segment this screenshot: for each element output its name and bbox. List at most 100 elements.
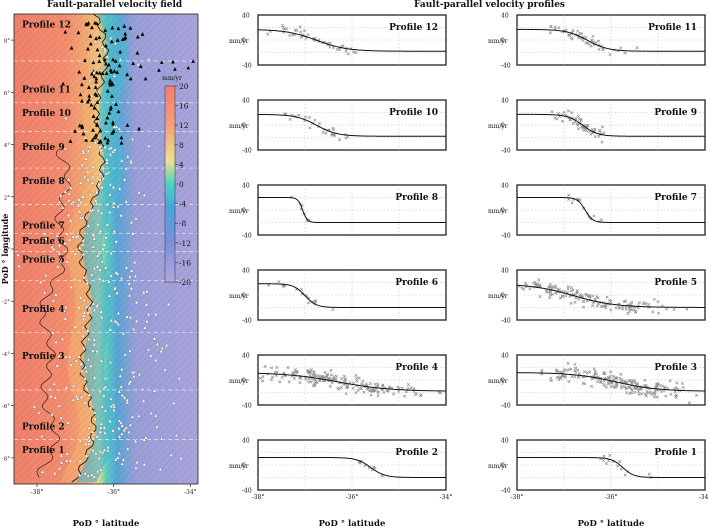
profile-data-point (288, 33, 292, 37)
profile-data-point (577, 117, 581, 122)
gps-station-marker (117, 418, 122, 423)
profile-data-point (627, 306, 631, 310)
gps-station-marker (109, 318, 114, 323)
gps-station-marker (110, 82, 115, 87)
profile-data-point (330, 133, 334, 137)
profile-data-point (607, 381, 611, 385)
gps-station-marker (106, 170, 111, 174)
profile-data-point (575, 290, 579, 294)
gps-station-marker (108, 67, 113, 72)
gps-station-marker (59, 453, 64, 458)
gps-station-marker (158, 467, 163, 472)
profile-data-point (331, 308, 335, 312)
profile-data-point (628, 379, 632, 383)
profile-data-point (601, 304, 605, 308)
gps-station-marker (97, 140, 102, 145)
profile-data-point (339, 385, 343, 390)
profile-data-point (590, 127, 594, 131)
profile-data-point (280, 375, 284, 380)
gps-station-marker (81, 317, 86, 321)
profile-data-point (603, 384, 607, 388)
profile-data-point (602, 131, 606, 135)
profile-panel: 40 0 -40 mm/yr Profile 9 (488, 98, 706, 155)
gps-station-marker (95, 47, 100, 52)
gps-station-marker (98, 467, 103, 472)
profile-data-point (618, 376, 622, 381)
gps-station-marker (110, 25, 115, 30)
profile-data-point (261, 375, 265, 379)
profile-data-point (609, 385, 613, 389)
gps-station-marker (102, 447, 107, 452)
gps-station-marker (40, 253, 45, 258)
gps-station-marker (121, 457, 126, 462)
profile-data-point (291, 371, 295, 375)
profile-model-curve (258, 197, 446, 223)
gps-station-marker (98, 172, 103, 176)
profile-y-unit: mm/yr (229, 38, 249, 45)
profile-data-point (297, 113, 301, 117)
gps-station-marker (119, 275, 124, 280)
gps-station-marker (86, 336, 91, 341)
gps-station-marker (17, 263, 22, 268)
profile-y-tick-label: 0 (501, 463, 505, 470)
gps-station-marker (123, 31, 128, 36)
gps-station-marker (91, 301, 96, 306)
profile-model-curve (258, 283, 446, 308)
profile-data-point (400, 386, 404, 390)
profile-data-point (308, 126, 312, 130)
profile-data-point (557, 375, 561, 380)
profile-data-point (619, 467, 623, 471)
profile-data-point (681, 386, 685, 390)
profile-data-point (627, 309, 632, 314)
profile-data-point (624, 305, 628, 309)
gps-station-marker (92, 337, 97, 342)
profile-data-point (644, 384, 648, 388)
profile-data-point (381, 383, 385, 387)
profile-data-point (574, 366, 578, 370)
colorbar-tick-label: 12 (179, 121, 189, 130)
gps-station-marker (77, 245, 82, 250)
profile-data-point (608, 453, 612, 458)
gps-station-marker (83, 400, 88, 405)
gps-station-marker (112, 404, 117, 409)
profile-data-point (567, 33, 571, 37)
gps-station-marker (81, 275, 86, 280)
profile-panel: 40 0 -40 mm/yr Profile 6 (229, 268, 447, 325)
profile-y-tick-label: 40 (501, 353, 509, 360)
profile-data-point (299, 287, 303, 292)
gps-station-marker (93, 20, 97, 25)
profile-x-axis-label: PoD ° latitude (578, 519, 645, 529)
gps-station-marker (87, 305, 92, 310)
profile-label: Profile 10 (389, 108, 438, 118)
gps-station-marker (67, 354, 72, 359)
gps-station-marker (101, 278, 106, 283)
map-y-tick-label: -8° (2, 456, 10, 462)
profile-data-point (368, 382, 373, 386)
profile-data-point (381, 384, 385, 388)
profile-data-point (570, 201, 574, 205)
profile-y-tick-label: 0 (501, 208, 505, 215)
profile-data-point (608, 53, 612, 57)
gps-station-marker (117, 389, 122, 394)
profile-data-point (402, 394, 407, 398)
gps-station-marker (71, 234, 76, 239)
profile-data-point (352, 50, 356, 54)
profile-x-tick-label: -34° (699, 494, 709, 501)
gps-station-marker (95, 264, 100, 269)
profile-data-point (623, 473, 627, 477)
gps-station-marker (97, 70, 102, 75)
profile-data-point (571, 288, 575, 292)
gps-station-marker (47, 386, 52, 391)
profile-data-point (551, 284, 555, 289)
profile-data-point (569, 367, 573, 371)
profile-panel: 40 0 -40 mm/yr Profile 3 (488, 353, 706, 410)
profile-data-point (404, 389, 409, 394)
profile-data-point (569, 301, 573, 305)
gps-station-marker (52, 471, 57, 475)
gps-station-marker (35, 449, 40, 453)
gps-station-marker (104, 71, 109, 75)
profile-data-point (270, 375, 275, 379)
profile-data-point (646, 391, 650, 395)
